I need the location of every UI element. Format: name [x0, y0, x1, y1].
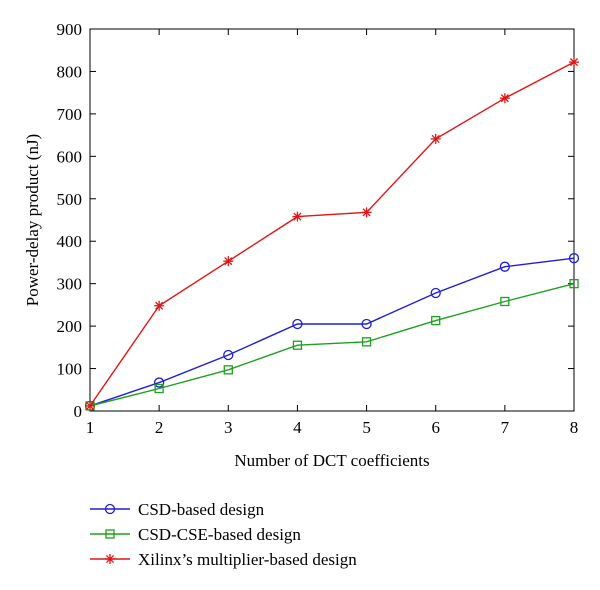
- data-point: [361, 207, 372, 218]
- legend-label: Xilinx’s multiplier-based design: [138, 550, 357, 569]
- data-point: [292, 340, 303, 350]
- legend-label: CSD-CSE-based design: [138, 525, 301, 544]
- x-tick-label: 2: [155, 418, 164, 437]
- data-point: [292, 211, 303, 222]
- series-2: [85, 279, 579, 411]
- data-point: [431, 315, 441, 326]
- x-tick-label: 6: [431, 418, 440, 437]
- series-1: [84, 253, 580, 412]
- data-point: [361, 318, 372, 330]
- y-tick-label: 700: [57, 105, 83, 124]
- y-tick-label: 400: [57, 232, 83, 251]
- data-point: [85, 400, 95, 411]
- plot-frame: [89, 28, 575, 412]
- y-tick-label: 300: [57, 275, 83, 294]
- data-point: [568, 253, 580, 264]
- data-point: [500, 296, 510, 307]
- data-point: [153, 377, 165, 388]
- y-tick-label: 900: [57, 20, 83, 39]
- series-3: [85, 57, 579, 411]
- data-point: [499, 261, 511, 272]
- x-tick-label: 7: [501, 418, 510, 437]
- data-point: [569, 279, 579, 289]
- data-point: [154, 300, 165, 311]
- legend-swatch-marker: [105, 554, 115, 564]
- series-layer: [84, 57, 580, 412]
- y-tick-label: 200: [57, 317, 83, 336]
- x-tick-label: 5: [362, 418, 371, 437]
- legend-swatch-marker: [105, 529, 115, 539]
- data-point: [292, 318, 303, 330]
- series-line: [89, 257, 575, 407]
- data-point: [569, 57, 579, 68]
- data-point: [430, 287, 441, 299]
- legend-entry: Xilinx’s multiplier-based design: [90, 550, 357, 569]
- axis-ticks: 1 2 3 4 5 6 7 8 0 100 200 300 400 500 600 700 800 900: [57, 20, 579, 437]
- x-tick-label: 4: [293, 418, 302, 437]
- legend-entry: CSD-CSE-based design: [90, 525, 301, 544]
- data-point: [154, 383, 164, 394]
- data-point: [223, 256, 234, 267]
- legend-label: CSD-based design: [138, 500, 265, 519]
- y-axis-label: Power-delay product (nJ): [23, 134, 42, 306]
- legend-entry: CSD-based design: [90, 500, 265, 519]
- data-point: [361, 337, 372, 347]
- y-tick-label: 500: [57, 190, 83, 209]
- y-tick-label: 800: [57, 62, 83, 81]
- y-tick-label: 0: [74, 402, 83, 421]
- legend: CSD-based design CSD-CSE-based design Xili…: [90, 500, 357, 569]
- data-point: [223, 349, 234, 361]
- series-line: [89, 61, 575, 407]
- data-point: [499, 93, 510, 104]
- legend-swatch-marker: [104, 503, 116, 515]
- data-point: [430, 133, 441, 144]
- series-line: [89, 282, 575, 407]
- y-tick-label: 600: [57, 147, 83, 166]
- x-axis-label: Number of DCT coefficients: [234, 451, 429, 470]
- data-point: [223, 365, 233, 375]
- x-tick-label: 1: [86, 418, 95, 437]
- x-tick-label: 3: [224, 418, 233, 437]
- y-tick-label: 100: [57, 360, 83, 379]
- x-tick-label: 8: [570, 418, 579, 437]
